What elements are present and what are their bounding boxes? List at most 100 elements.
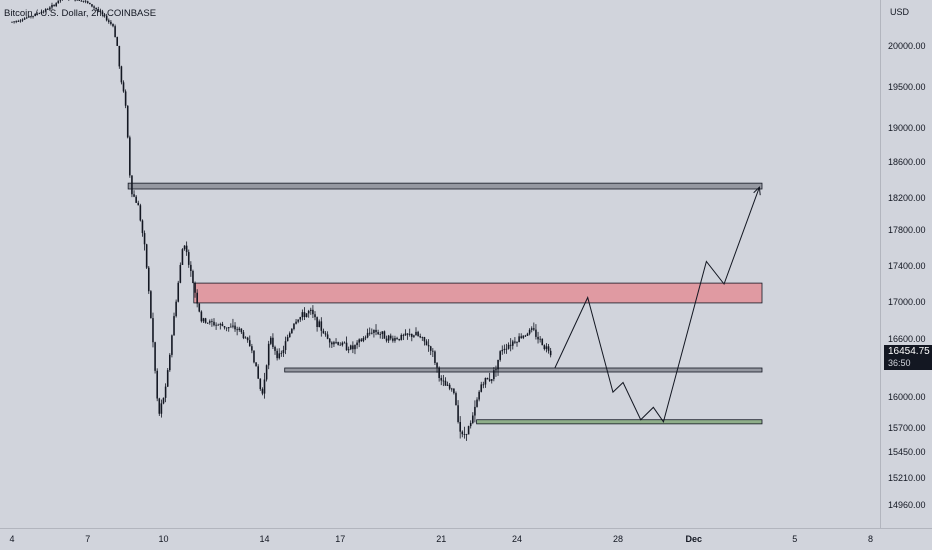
- candle-body: [360, 339, 363, 342]
- candle: [307, 309, 310, 318]
- candle: [396, 336, 398, 340]
- x-tick-label: 10: [158, 534, 168, 544]
- candle: [21, 18, 24, 22]
- candle: [539, 336, 541, 343]
- candle: [51, 2, 53, 10]
- candle: [309, 307, 312, 315]
- y-tick-label: 15700.00: [888, 423, 926, 433]
- candle: [505, 343, 508, 354]
- candle: [425, 339, 428, 346]
- candle-body: [93, 6, 95, 8]
- projection-layer: [554, 186, 761, 423]
- candle-body: [482, 384, 485, 386]
- x-tick-label: 8: [868, 534, 873, 544]
- candle: [234, 322, 236, 332]
- candle-body: [232, 325, 234, 327]
- candle-body: [444, 380, 447, 386]
- candle-body: [257, 366, 259, 379]
- candle-body: [362, 338, 365, 342]
- x-tick-label: 7: [85, 534, 90, 544]
- candle: [274, 345, 276, 355]
- candle-body: [316, 317, 318, 327]
- candle-body: [183, 245, 186, 250]
- x-tick-label: 24: [512, 534, 522, 544]
- candle-body: [429, 346, 432, 351]
- candle-body: [147, 267, 150, 292]
- candle-body: [326, 334, 329, 339]
- candle: [177, 280, 180, 303]
- candle: [413, 334, 415, 338]
- y-tick-label: 19000.00: [888, 123, 926, 133]
- candle-body: [293, 323, 295, 329]
- candle: [322, 328, 325, 334]
- candle-body: [213, 321, 215, 326]
- candle: [360, 338, 363, 342]
- candle-body: [221, 323, 224, 327]
- candle: [284, 336, 287, 355]
- candle-body: [331, 342, 333, 345]
- candle: [80, 0, 83, 2]
- candle-body: [101, 11, 104, 15]
- candle: [345, 336, 348, 351]
- candle-body: [51, 4, 53, 8]
- candle-body: [114, 26, 116, 38]
- candle: [156, 368, 158, 402]
- candle-body: [459, 421, 461, 432]
- candle: [246, 336, 249, 343]
- candle: [28, 15, 30, 18]
- candle-body: [253, 350, 255, 363]
- candle-body: [539, 338, 541, 340]
- y-tick-label: 18600.00: [888, 157, 926, 167]
- candle-body: [373, 329, 375, 333]
- candle-body: [194, 283, 196, 293]
- candle: [135, 195, 137, 203]
- candle: [490, 379, 493, 384]
- candle-body: [175, 301, 177, 317]
- candle-body: [32, 15, 34, 17]
- candle: [354, 344, 356, 355]
- candle-body: [177, 282, 180, 302]
- candle-body: [547, 346, 550, 351]
- candle: [91, 4, 93, 8]
- candle-body: [415, 331, 417, 336]
- y-tick-label: 20000.00: [888, 41, 926, 51]
- candle: [124, 89, 127, 109]
- candle: [36, 12, 39, 16]
- candle-body: [455, 393, 457, 406]
- candle-body: [173, 316, 175, 336]
- candle: [169, 353, 171, 372]
- candle-body: [120, 66, 123, 83]
- candle: [518, 333, 520, 343]
- candle-body: [528, 329, 531, 334]
- candle: [183, 245, 186, 251]
- candle: [44, 8, 47, 13]
- candle: [38, 12, 41, 15]
- candle-body: [383, 331, 386, 339]
- candle-body: [389, 335, 392, 339]
- candle: [453, 388, 455, 395]
- candle-body: [38, 13, 41, 14]
- candle-body: [421, 337, 424, 338]
- candle-body: [480, 384, 483, 392]
- candle: [101, 9, 104, 17]
- candle-body: [490, 379, 493, 381]
- candle: [326, 331, 329, 340]
- candle-body: [103, 14, 106, 16]
- y-tick-label: 17800.00: [888, 225, 926, 235]
- candle: [255, 362, 257, 367]
- candle: [278, 348, 281, 360]
- candle-body: [84, 0, 87, 2]
- candle-body: [80, 0, 83, 2]
- candle-body: [472, 415, 474, 423]
- candle-body: [200, 311, 203, 322]
- candle-body: [299, 317, 302, 320]
- candle-body: [497, 359, 499, 370]
- candle: [520, 333, 523, 339]
- candle-body: [436, 362, 438, 368]
- candle-body: [23, 18, 26, 20]
- projection-arrowhead: [753, 186, 761, 196]
- candle: [530, 326, 533, 333]
- candle-body: [419, 336, 422, 338]
